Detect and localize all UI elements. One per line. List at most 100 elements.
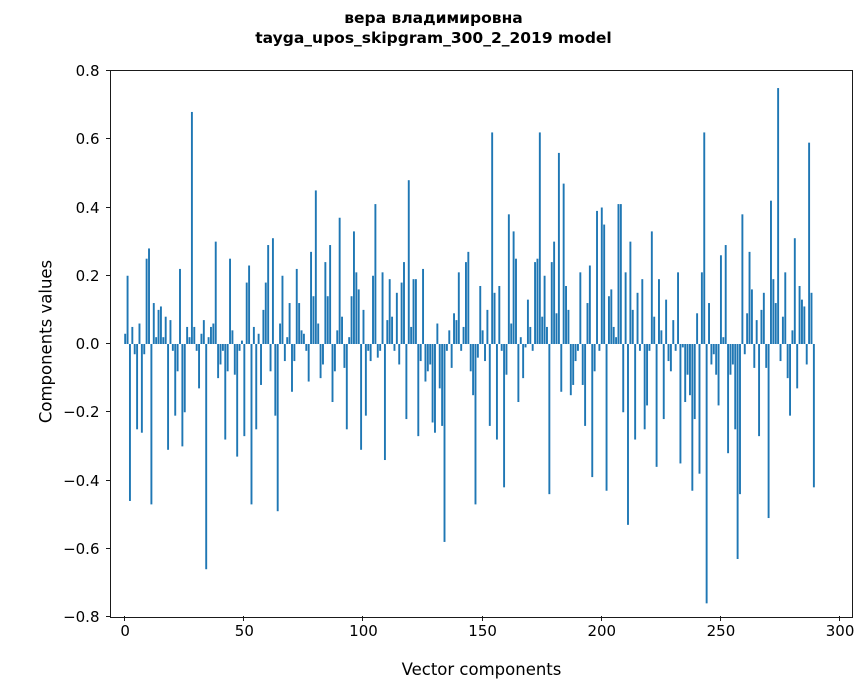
bar bbox=[450, 344, 453, 368]
bar bbox=[126, 275, 129, 344]
bar bbox=[729, 344, 732, 375]
bar bbox=[555, 313, 558, 344]
bar bbox=[412, 279, 415, 344]
bar bbox=[731, 344, 734, 365]
bar bbox=[784, 272, 787, 344]
y-tick-label: 0.2 bbox=[75, 266, 100, 285]
bar bbox=[669, 344, 672, 372]
y-axis-label: Components values bbox=[36, 259, 56, 424]
y-tick-mark: −0.2 bbox=[63, 403, 110, 421]
bar bbox=[479, 285, 482, 344]
bar bbox=[791, 330, 794, 344]
bar bbox=[245, 282, 248, 344]
bar bbox=[221, 344, 224, 351]
bar bbox=[167, 344, 170, 450]
bar bbox=[252, 326, 255, 344]
x-tick-mark: 100 bbox=[349, 616, 378, 640]
bar bbox=[438, 344, 441, 389]
bar bbox=[465, 262, 467, 344]
bar bbox=[426, 344, 429, 372]
bar bbox=[677, 272, 679, 344]
bar bbox=[157, 309, 160, 345]
bar bbox=[515, 258, 517, 344]
bar bbox=[207, 337, 210, 344]
bar bbox=[567, 309, 570, 345]
bar bbox=[159, 306, 162, 344]
bar bbox=[484, 344, 486, 362]
bar bbox=[488, 344, 491, 426]
bar bbox=[469, 344, 472, 372]
bar bbox=[476, 344, 479, 358]
bar bbox=[786, 344, 789, 379]
bar bbox=[164, 316, 167, 344]
bar bbox=[689, 344, 691, 396]
bar bbox=[579, 272, 582, 344]
bar bbox=[133, 344, 136, 355]
bar bbox=[700, 272, 703, 344]
bar bbox=[541, 316, 544, 344]
y-tick-mark: 0.2 bbox=[76, 267, 110, 285]
bar bbox=[200, 333, 203, 344]
bar bbox=[353, 231, 355, 344]
y-tick-label: 0.4 bbox=[75, 198, 100, 217]
bar bbox=[653, 316, 656, 344]
bar bbox=[336, 330, 339, 344]
bar bbox=[500, 344, 503, 351]
bar bbox=[269, 344, 272, 372]
bar bbox=[572, 344, 575, 385]
bar bbox=[467, 251, 470, 344]
bar bbox=[283, 344, 286, 362]
bar bbox=[548, 344, 551, 495]
bar bbox=[493, 292, 496, 344]
bar bbox=[741, 214, 744, 344]
bar bbox=[398, 344, 401, 365]
bar bbox=[796, 344, 799, 389]
bar bbox=[607, 296, 610, 344]
bar bbox=[293, 344, 296, 362]
bar bbox=[124, 333, 127, 344]
x-tick-mark: 250 bbox=[707, 616, 735, 640]
bar bbox=[162, 337, 165, 344]
bar bbox=[322, 344, 324, 365]
bar bbox=[131, 326, 134, 344]
bar bbox=[281, 275, 284, 344]
bar bbox=[355, 272, 358, 344]
bar bbox=[665, 299, 668, 344]
bar bbox=[600, 207, 603, 344]
bar bbox=[660, 330, 663, 344]
bar bbox=[727, 344, 730, 454]
bar bbox=[753, 344, 756, 368]
bar bbox=[434, 344, 436, 433]
plot-area bbox=[111, 71, 852, 617]
bar bbox=[631, 309, 634, 345]
bar bbox=[333, 344, 336, 372]
bar bbox=[512, 231, 515, 344]
bar bbox=[341, 316, 343, 344]
bar bbox=[436, 323, 439, 344]
bar bbox=[419, 344, 422, 362]
bar bbox=[357, 289, 360, 344]
bar bbox=[179, 268, 181, 344]
bar bbox=[310, 251, 313, 344]
x-tick-label: 0 bbox=[120, 622, 130, 640]
bar bbox=[214, 241, 217, 345]
plot-axes bbox=[110, 70, 853, 618]
bar bbox=[295, 268, 298, 344]
bar bbox=[643, 344, 646, 430]
bar bbox=[629, 241, 632, 345]
bar bbox=[462, 326, 465, 344]
bar bbox=[140, 344, 143, 433]
bar bbox=[760, 309, 763, 345]
bar bbox=[624, 272, 627, 344]
bar bbox=[758, 344, 761, 437]
x-tick-mark: 0 bbox=[120, 616, 130, 640]
bar bbox=[381, 272, 384, 344]
bar bbox=[765, 344, 768, 368]
bar bbox=[581, 344, 584, 385]
x-tick-label: 250 bbox=[706, 622, 736, 640]
bar bbox=[188, 337, 191, 344]
bar bbox=[698, 344, 701, 474]
bar bbox=[286, 337, 289, 344]
bar bbox=[681, 344, 684, 348]
